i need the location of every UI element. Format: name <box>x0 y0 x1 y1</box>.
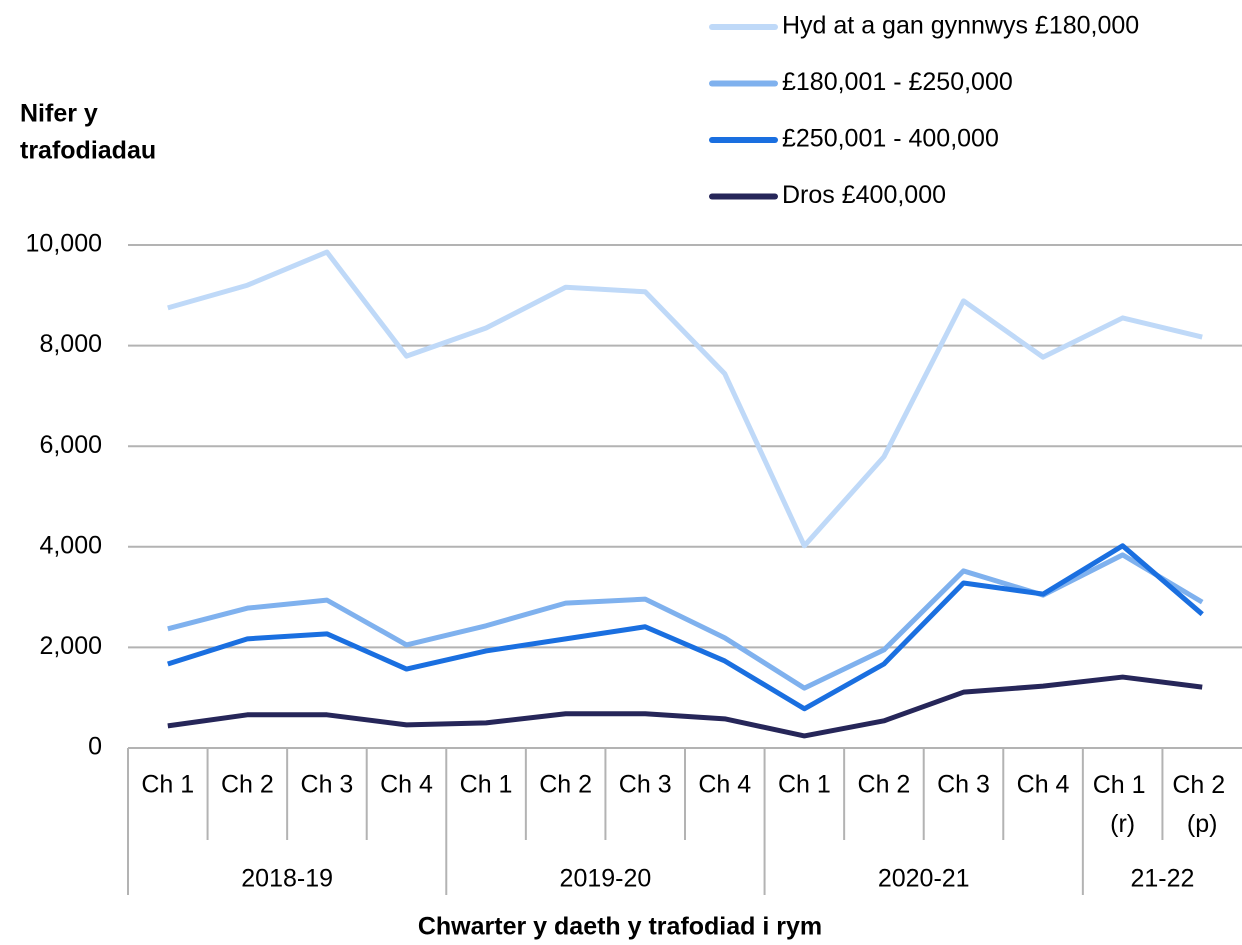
group-label: 2020-21 <box>878 865 970 893</box>
x-tick-label: Ch 2 <box>858 771 911 799</box>
series-line <box>167 249 1203 549</box>
group-label: 2018-19 <box>241 865 333 893</box>
x-axis-title: Chwarter y daeth y trafodiad i rym <box>418 913 822 941</box>
x-tick-label: Ch 2 <box>221 771 274 799</box>
x-tick-label: Ch 2 (p) <box>1172 771 1232 838</box>
y-tick-label: 2,000 <box>39 632 102 660</box>
y-tick-label: 4,000 <box>39 531 102 559</box>
y-tick-label: 10,000 <box>26 230 102 258</box>
series-line <box>167 543 1204 712</box>
legend-label: £180,001 - £250,000 <box>782 68 1013 96</box>
x-tick-label: Ch 1 <box>460 771 513 799</box>
x-tick-label: Ch 4 <box>698 771 751 799</box>
group-label: 21-22 <box>1130 865 1194 893</box>
x-tick-label: Ch 4 <box>1017 771 1070 799</box>
x-tick-label: Ch 4 <box>380 771 433 799</box>
x-tick-label-line: (p) <box>1187 810 1218 838</box>
legend-label: £250,001 - 400,000 <box>782 125 999 153</box>
x-tick-label: Ch 1 (r) <box>1093 771 1153 838</box>
x-tick-label: Ch 3 <box>301 771 354 799</box>
series-line <box>167 552 1204 691</box>
x-tick-label-line: Ch 1 <box>1093 771 1153 799</box>
y-tick-label: 6,000 <box>39 431 102 459</box>
legend-label: Hyd at a gan gynnwys £180,000 <box>782 12 1139 40</box>
x-tick-label: Ch 3 <box>937 771 990 799</box>
series-line <box>167 674 1203 739</box>
x-tick-label-line: (r) <box>1110 810 1135 838</box>
legend-label: Dros £400,000 <box>782 181 946 209</box>
x-tick-label: Ch 3 <box>619 771 672 799</box>
x-tick-label-line: Ch 2 <box>1172 771 1232 799</box>
y-axis-title: Nifer y <box>20 100 98 128</box>
x-tick-label: Ch 2 <box>539 771 592 799</box>
y-tick-label: 8,000 <box>39 330 102 358</box>
y-axis-title: trafodiadau <box>20 137 156 165</box>
x-tick-label: Ch 1 <box>141 771 194 799</box>
group-label: 2019-20 <box>560 865 652 893</box>
y-tick-label: 0 <box>88 733 102 761</box>
x-tick-label: Ch 1 <box>778 771 831 799</box>
